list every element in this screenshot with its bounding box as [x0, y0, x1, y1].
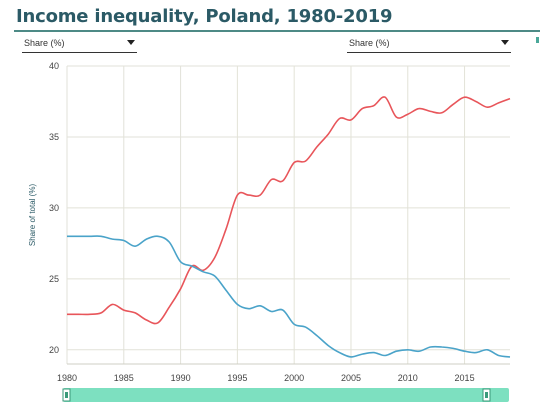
chart-grid — [66, 65, 510, 365]
right-metric-select[interactable]: Share (%) — [347, 36, 511, 53]
series-line-1[interactable] — [67, 96, 511, 325]
left-select-value: Share (%) — [24, 38, 65, 48]
x-tick-label: 2000 — [284, 373, 304, 383]
y-axis-title: Share of total (%) — [28, 184, 37, 247]
y-axis-ticks: 20 25 30 35 40 — [49, 61, 59, 355]
panel-edge-marker — [536, 37, 539, 43]
x-tick-label: 2005 — [341, 373, 361, 383]
series-lines — [67, 96, 511, 358]
left-metric-select[interactable]: Share (%) — [22, 36, 137, 53]
chevron-down-icon — [501, 40, 509, 45]
title-underline — [14, 30, 540, 32]
x-tick-label: 1980 — [57, 373, 77, 383]
y-tick-label: 30 — [49, 203, 59, 213]
page-title: Income inequality, Poland, 1980-2019 — [16, 6, 393, 27]
slider-track[interactable] — [63, 388, 509, 402]
x-tick-label: 1985 — [114, 373, 134, 383]
x-tick-label: 2015 — [455, 373, 475, 383]
chevron-down-icon — [127, 40, 135, 45]
x-tick-label: 1995 — [227, 373, 247, 383]
slider-start-grip — [65, 392, 68, 398]
right-select-value: Share (%) — [349, 38, 390, 48]
slider-end-grip — [485, 392, 488, 398]
y-tick-label: 20 — [49, 345, 59, 355]
x-tick-label: 1990 — [171, 373, 191, 383]
x-axis-ticks: 1980 1985 1990 1995 2000 2005 2010 2015 — [57, 373, 475, 383]
series-line-2[interactable] — [67, 235, 511, 358]
y-tick-label: 35 — [49, 132, 59, 142]
year-range-slider[interactable] — [62, 388, 509, 402]
y-tick-label: 40 — [49, 61, 59, 71]
x-tick-label: 2010 — [398, 373, 418, 383]
y-tick-label: 25 — [49, 274, 59, 284]
